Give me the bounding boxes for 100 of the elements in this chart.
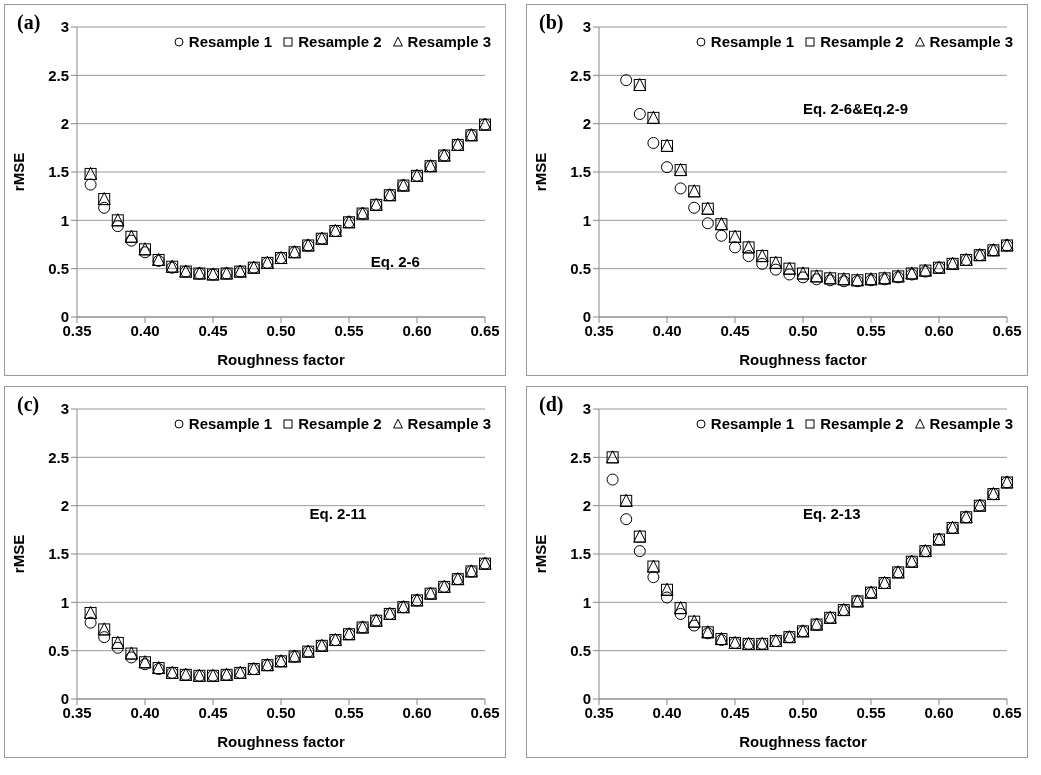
x-tick-label: 0.45 [198, 321, 228, 339]
legend-label: Resample 1 [710, 33, 795, 50]
y-tick-label: 0.5 [48, 641, 69, 659]
point [620, 513, 633, 526]
y-tick-label: 2 [60, 114, 69, 132]
legend-label: Resample 3 [407, 415, 491, 432]
y-tick-label: 3 [582, 400, 591, 418]
point [606, 473, 619, 486]
y-tick-label: 0.5 [48, 259, 69, 277]
point [647, 137, 660, 149]
x-tick-label: 0.65 [470, 321, 500, 339]
y-tick-label: 2 [582, 114, 591, 132]
y-tick-label: 1.5 [570, 163, 591, 181]
y-tick-label: 2 [60, 496, 69, 514]
y-tick-label: 3 [60, 18, 69, 36]
point [715, 229, 728, 242]
x-axis-title: Roughness factor [217, 351, 345, 368]
y-tick-label: 1.5 [48, 545, 69, 563]
x-axis-title: Roughness factor [739, 351, 867, 368]
chart-title: (b) [539, 11, 564, 34]
point [125, 651, 138, 664]
y-tick-label: 0.5 [570, 259, 591, 277]
x-tick-label: 0.40 [652, 321, 682, 339]
point [674, 182, 687, 195]
point [647, 571, 660, 584]
legend-label: Resample 2 [820, 33, 904, 50]
point [98, 631, 111, 644]
y-tick-label: 1.5 [570, 545, 591, 563]
point [661, 161, 673, 174]
annotation: Eq. 2-6&Eq.2-9 [803, 99, 909, 117]
point [769, 263, 782, 276]
point [810, 273, 823, 286]
y-tick-label: 3 [60, 400, 69, 418]
point [111, 641, 124, 654]
x-tick-label: 0.45 [198, 703, 228, 721]
legend-label: Resample 1 [710, 415, 795, 432]
legend-label: Resample 3 [407, 33, 491, 50]
point [620, 74, 633, 87]
x-tick-label: 0.50 [266, 321, 296, 339]
y-tick-label: 1 [582, 593, 591, 611]
y-tick-label: 1 [60, 211, 69, 229]
y-tick-label: 1 [582, 211, 591, 229]
legend-label: Resample 2 [298, 33, 382, 50]
x-tick-label: 0.45 [720, 321, 750, 339]
x-tick-label: 0.55 [334, 703, 364, 721]
x-tick-label: 0.60 [402, 703, 432, 721]
chart-title: (d) [539, 393, 564, 416]
y-tick-label: 2.5 [570, 66, 591, 84]
point [84, 616, 97, 629]
legend-label: Resample 3 [929, 33, 1013, 50]
annotation: Eq. 2-6 [370, 253, 420, 271]
y-tick-label: 0.5 [570, 641, 591, 659]
x-tick-label: 0.45 [720, 703, 750, 721]
point [661, 591, 673, 604]
x-tick-label: 0.55 [856, 321, 886, 339]
y-tick-label: 3 [582, 18, 591, 36]
x-tick-label: 0.50 [788, 321, 818, 339]
point [98, 201, 111, 214]
chart-title: (a) [17, 11, 41, 34]
x-tick-label: 0.50 [266, 703, 296, 721]
point [84, 178, 97, 191]
x-tick-label: 0.40 [652, 703, 682, 721]
y-tick-label: 2.5 [570, 448, 591, 466]
legend-label: Resample 1 [188, 33, 273, 50]
legend-label: Resample 2 [298, 415, 382, 432]
x-tick-label: 0.65 [992, 703, 1022, 721]
point [633, 545, 646, 558]
x-tick-label: 0.55 [856, 703, 886, 721]
x-tick-label: 0.60 [402, 321, 432, 339]
point [783, 268, 796, 281]
point [688, 201, 701, 214]
legend-label: Resample 3 [929, 415, 1013, 432]
annotation: Eq. 2-13 [803, 504, 861, 522]
point [633, 108, 646, 120]
x-axis-title: Roughness factor [217, 733, 345, 750]
y-axis-title: rMSE [532, 534, 550, 574]
y-axis-title: rMSE [10, 534, 28, 574]
x-tick-label: 0.55 [334, 321, 364, 339]
y-tick-label: 1 [60, 593, 69, 611]
y-tick-label: 2.5 [48, 66, 69, 84]
x-tick-label: 0.65 [992, 321, 1022, 339]
y-tick-label: 2 [582, 496, 591, 514]
legend-label: Resample 1 [188, 415, 273, 432]
x-axis-title: Roughness factor [739, 733, 867, 750]
x-tick-label: 0.50 [788, 703, 818, 721]
x-tick-label: 0.40 [130, 321, 160, 339]
point [797, 271, 809, 284]
x-tick-label: 0.60 [924, 321, 954, 339]
point [729, 241, 741, 254]
legend-label: Resample 2 [820, 415, 904, 432]
x-tick-label: 0.60 [924, 703, 954, 721]
y-axis-title: rMSE [532, 152, 550, 192]
annotation: Eq. 2-11 [309, 504, 367, 522]
point [688, 619, 701, 632]
point [756, 257, 769, 270]
chart-title: (c) [17, 393, 40, 416]
y-tick-label: 1.5 [48, 163, 69, 181]
point [125, 234, 138, 247]
x-tick-label: 0.40 [130, 703, 160, 721]
y-tick-label: 2.5 [48, 448, 69, 466]
